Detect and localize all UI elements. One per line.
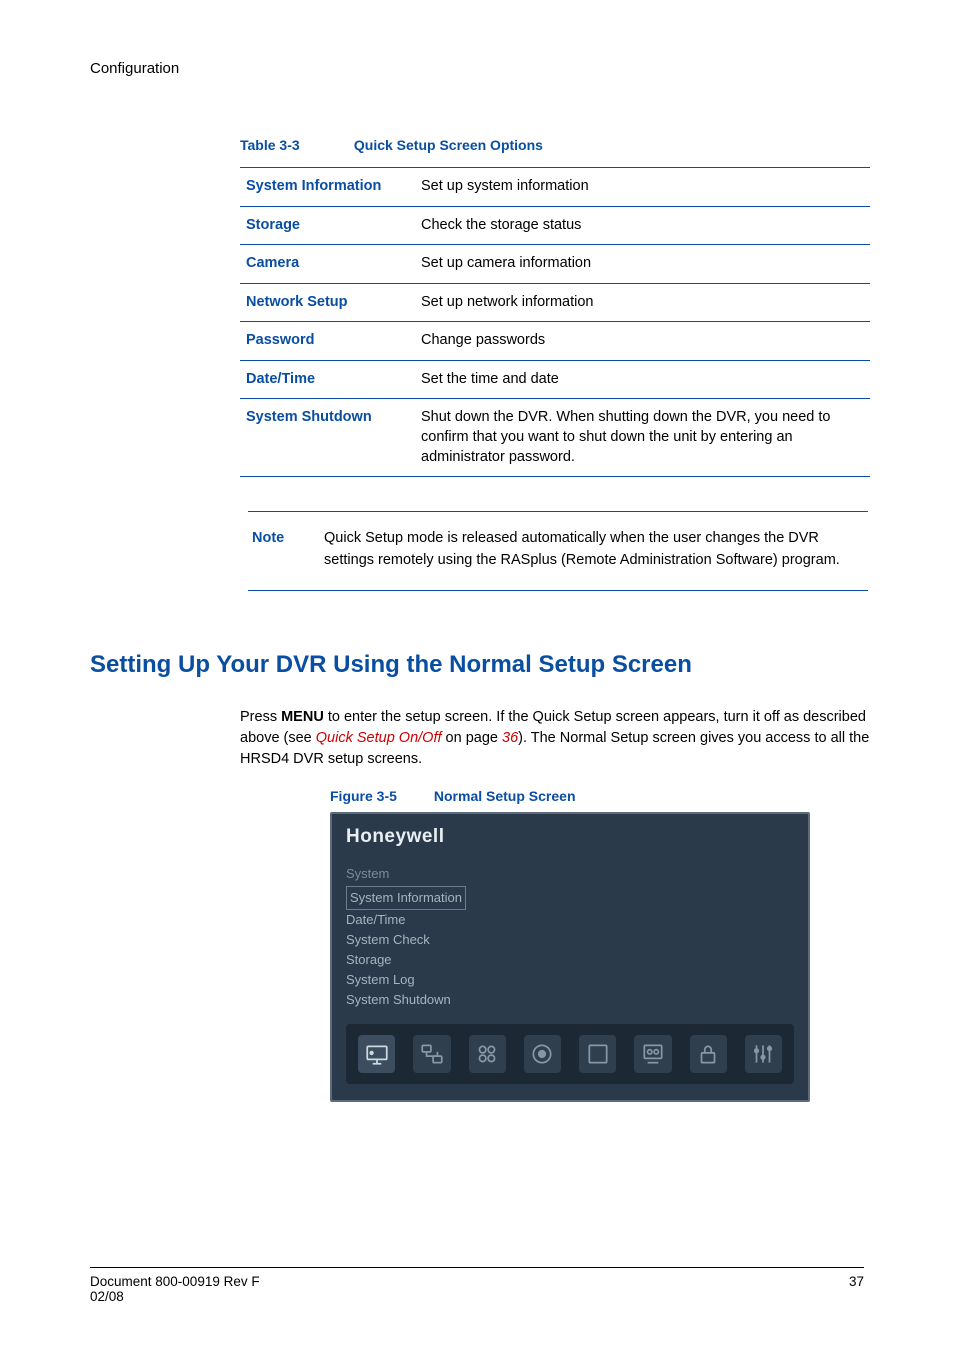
- network-icon[interactable]: [413, 1035, 450, 1073]
- para-text: on page: [442, 730, 502, 746]
- quick-setup-options-table: System Information Set up system informa…: [240, 167, 870, 477]
- figure-number: Figure 3-5: [330, 788, 430, 804]
- record-icon[interactable]: [524, 1035, 561, 1073]
- table-row: Date/Time Set the time and date: [240, 360, 870, 399]
- option-value: Change passwords: [415, 322, 870, 361]
- menu-item-date-time[interactable]: Date/Time: [346, 910, 794, 930]
- section-heading: Setting Up Your DVR Using the Normal Set…: [90, 651, 864, 679]
- body-paragraph: Press MENU to enter the setup screen. If…: [240, 707, 880, 770]
- menu-item-system-shutdown[interactable]: System Shutdown: [346, 990, 794, 1010]
- system-icon[interactable]: [358, 1035, 395, 1073]
- para-text: Press: [240, 709, 281, 725]
- password-icon[interactable]: [690, 1035, 727, 1073]
- menu-item-system-information[interactable]: System Information: [346, 886, 466, 910]
- option-value: Check the storage status: [415, 206, 870, 245]
- devices-icon[interactable]: [469, 1035, 506, 1073]
- table-title: Quick Setup Screen Options: [354, 137, 543, 153]
- figure-title: Normal Setup Screen: [434, 788, 576, 804]
- menu-item-system-log[interactable]: System Log: [346, 970, 794, 990]
- figure-caption: Figure 3-5 Normal Setup Screen: [330, 788, 864, 804]
- table-row: Storage Check the storage status: [240, 206, 870, 245]
- page-reference[interactable]: 36: [502, 730, 518, 746]
- brand-label: Honeywell: [346, 826, 794, 848]
- option-key: Camera: [240, 245, 415, 284]
- config-icon[interactable]: [745, 1035, 782, 1073]
- option-value: Shut down the DVR. When shutting down th…: [415, 399, 870, 477]
- page-footer: Document 800-00919 Rev F 02/08 37: [90, 1267, 864, 1304]
- table-row: System Shutdown Shut down the DVR. When …: [240, 399, 870, 477]
- option-key: Network Setup: [240, 283, 415, 322]
- option-key: System Shutdown: [240, 399, 415, 477]
- option-key: Storage: [240, 206, 415, 245]
- cross-reference-link[interactable]: Quick Setup On/Off: [316, 730, 442, 746]
- footer-left: Document 800-00919 Rev F 02/08: [90, 1274, 260, 1304]
- document-date: 02/08: [90, 1289, 260, 1304]
- table-row: Network Setup Set up network information: [240, 283, 870, 322]
- event-icon[interactable]: [579, 1035, 616, 1073]
- note-block: Note Quick Setup mode is released automa…: [248, 511, 868, 591]
- option-key: Date/Time: [240, 360, 415, 399]
- menu-group-label: System: [346, 866, 794, 881]
- menu-item-storage[interactable]: Storage: [346, 950, 794, 970]
- menu-bold: MENU: [281, 709, 324, 725]
- option-value: Set the time and date: [415, 360, 870, 399]
- note-label: Note: [252, 528, 320, 550]
- option-value: Set up system information: [415, 168, 870, 207]
- option-value: Set up camera information: [415, 245, 870, 284]
- table-caption: Table 3-3 Quick Setup Screen Options: [240, 137, 864, 153]
- table-row: Camera Set up camera information: [240, 245, 870, 284]
- display-icon[interactable]: [634, 1035, 671, 1073]
- breadcrumb: Configuration: [90, 60, 864, 77]
- table-row: System Information Set up system informa…: [240, 168, 870, 207]
- page-number: 37: [849, 1274, 864, 1304]
- table-row: Password Change passwords: [240, 322, 870, 361]
- option-key: Password: [240, 322, 415, 361]
- icon-toolbar: [346, 1024, 794, 1084]
- option-key: System Information: [240, 168, 415, 207]
- option-value: Set up network information: [415, 283, 870, 322]
- menu-item-system-check[interactable]: System Check: [346, 930, 794, 950]
- note-text: Quick Setup mode is released automatical…: [324, 528, 844, 572]
- normal-setup-screen: Honeywell System System Information Date…: [330, 812, 810, 1102]
- document-id: Document 800-00919 Rev F: [90, 1274, 260, 1289]
- table-number: Table 3-3: [240, 137, 350, 153]
